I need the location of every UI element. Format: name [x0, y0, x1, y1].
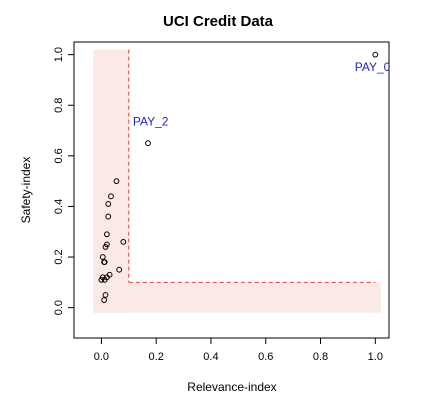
- y-axis-label: Safety-index: [19, 157, 33, 224]
- shaded-horizontal-band: [93, 282, 381, 313]
- data-point: [102, 292, 109, 298]
- point-annotation: PAY_0: [355, 60, 391, 74]
- x-tick-label: 0.8: [313, 351, 328, 363]
- data-point: [113, 178, 120, 185]
- data-point: [101, 297, 108, 303]
- x-tick-label: 0.0: [94, 351, 109, 363]
- data-point: [101, 259, 108, 266]
- x-axis-label: Relevance-index: [187, 380, 276, 394]
- x-tick-label: 0.4: [203, 351, 218, 363]
- data-point: [102, 244, 109, 250]
- chart-title: UCI Credit Data: [163, 13, 274, 30]
- data-point: [105, 213, 112, 220]
- y-tick-label: 0.8: [53, 98, 65, 113]
- threshold-lines: [128, 49, 376, 283]
- data-points: [98, 51, 379, 303]
- point-annotation: PAY_2: [133, 114, 169, 128]
- data-point: [98, 276, 105, 283]
- data-point: [145, 140, 151, 147]
- y-axis: 0.0 0.2 0.4 0.6 0.8 1.0: [53, 47, 75, 315]
- shaded-vertical-band: [93, 49, 129, 313]
- shaded-region: [93, 49, 381, 313]
- data-point: [108, 193, 114, 200]
- y-tick-label: 0.4: [53, 199, 65, 214]
- annotations: PAY_0 PAY_2: [133, 60, 391, 128]
- y-tick-label: 0.0: [53, 300, 65, 315]
- data-point: [372, 51, 379, 58]
- y-tick-label: 0.2: [53, 249, 65, 264]
- data-point: [120, 238, 127, 245]
- y-tick-label: 1.0: [53, 47, 65, 62]
- data-point: [99, 254, 106, 260]
- x-tick-label: 0.2: [149, 351, 164, 363]
- y-tick-label: 0.6: [53, 148, 65, 163]
- data-point: [103, 231, 110, 238]
- x-tick-label: 0.6: [258, 351, 273, 363]
- x-tick-label: 1.0: [368, 351, 383, 363]
- data-point: [105, 201, 112, 207]
- x-axis: 0.0 0.2 0.4 0.6 0.8 1.0: [94, 337, 383, 363]
- data-point: [106, 271, 113, 278]
- data-point: [116, 266, 123, 273]
- plot-area: PAY_0 PAY_2: [73, 41, 391, 339]
